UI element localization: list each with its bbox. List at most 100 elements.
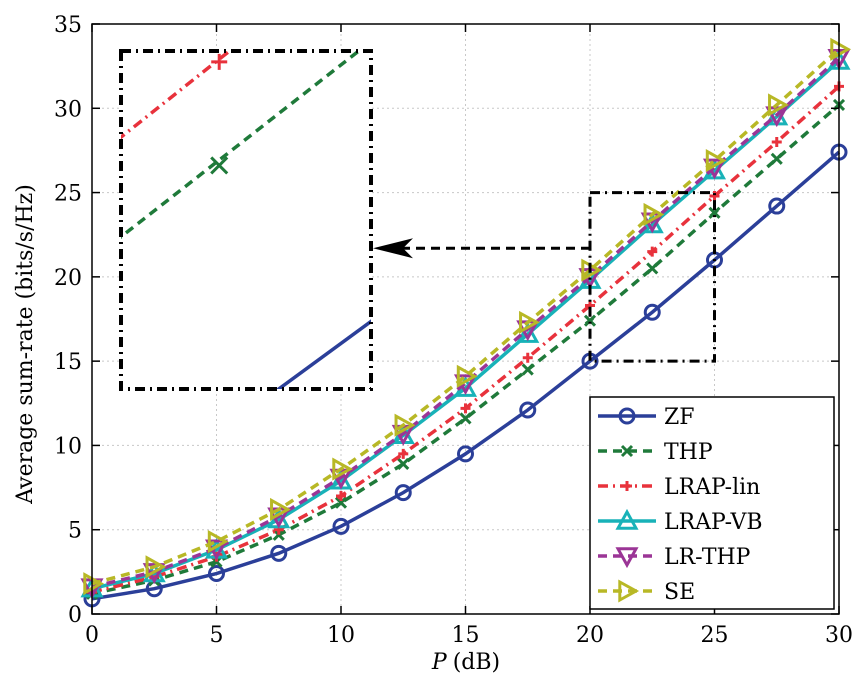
data-point	[460, 403, 471, 414]
series-lines	[80, 37, 852, 608]
x-tick-label: 10	[327, 623, 355, 648]
data-point	[332, 517, 350, 535]
data-point	[583, 314, 597, 327]
zoom-arrow-head	[373, 238, 413, 259]
y-axis-label: Average sum-rate (bits/s/Hz)	[13, 184, 38, 505]
inset-point	[434, 0, 450, 4]
inset-point	[0, 228, 4, 244]
legend-label: SE	[664, 580, 695, 605]
data-point	[765, 106, 789, 128]
legend-label: LRAP-lin	[664, 475, 760, 500]
legend-label: LR-THP	[664, 545, 751, 570]
y-tick-label: 15	[54, 350, 82, 375]
data-point	[643, 303, 661, 321]
data-point	[830, 37, 852, 61]
legend-entry-thp: THP	[598, 440, 713, 465]
y-tick-label: 35	[54, 13, 82, 38]
data-point	[83, 572, 105, 596]
x-tick-label: 25	[701, 623, 729, 648]
inset-point	[0, 585, 7, 607]
inset-point	[0, 326, 4, 342]
data-point	[270, 497, 291, 522]
legend-entry-lrap-vb: LRAP-VB	[598, 508, 763, 535]
data-point	[398, 448, 409, 459]
data-point	[522, 352, 533, 363]
legend-entry-se: SE	[598, 579, 695, 605]
data-point	[394, 413, 416, 437]
inset-background	[121, 51, 371, 389]
data-point	[709, 190, 720, 201]
data-point	[771, 137, 782, 147]
y-tick-label: 25	[54, 182, 82, 207]
inset-series-thp	[0, 0, 450, 342]
legend-entry-lr-thp: LR-THP	[598, 545, 751, 570]
data-point	[519, 310, 540, 334]
data-point	[272, 528, 285, 541]
legend-box	[589, 396, 835, 610]
y-tick-label: 30	[54, 97, 82, 122]
legend-marker	[622, 481, 632, 491]
legend-entry-zf: ZF	[598, 405, 695, 430]
data-point	[334, 496, 348, 509]
x-tick-label: 15	[452, 623, 480, 648]
x-tick-label: 20	[576, 623, 604, 648]
x-axis-variable: P	[431, 650, 448, 675]
legend-label: LRAP-VB	[664, 510, 763, 535]
data-point	[768, 197, 786, 215]
data-point	[521, 363, 534, 376]
data-point	[708, 206, 721, 219]
data-point	[459, 412, 472, 425]
legend-marker	[615, 547, 639, 569]
data-point	[457, 445, 474, 463]
inset-point	[0, 0, 10, 22]
legend-marker	[618, 407, 636, 425]
legend-marker	[618, 579, 640, 603]
series-line	[91, 59, 841, 591]
data-point	[332, 457, 354, 481]
inset-point	[210, 156, 229, 175]
data-point	[336, 491, 346, 501]
data-point	[770, 152, 783, 165]
inset-line	[0, 0, 859, 7]
y-tick-label: 0	[68, 603, 82, 628]
inset-point	[0, 58, 10, 84]
data-point	[647, 246, 658, 257]
legend-label: ZF	[664, 405, 695, 430]
legend-entry-lrap-lin: LRAP-lin	[598, 475, 760, 500]
data-point	[516, 322, 540, 343]
axes: 0 5 10 15 20 25 30 0 5 10 15 20 25 30 35	[54, 13, 853, 648]
x-tick-label: 5	[210, 623, 224, 648]
y-tick-label: 5	[68, 519, 82, 544]
x-axis-label: P (dB)	[431, 650, 500, 675]
data-point	[705, 148, 727, 173]
legend-label: THP	[664, 440, 713, 465]
legend: ZF THP LRAP-lin LRAP-VB LR-THP SE	[589, 396, 835, 610]
y-tick-label: 10	[54, 434, 82, 459]
zoom-inset	[0, 0, 859, 607]
data-point	[397, 457, 410, 471]
zoom-region-box	[588, 191, 716, 363]
data-point	[145, 555, 167, 579]
inset-point	[211, 53, 228, 70]
inset-frame	[119, 49, 373, 391]
data-point	[643, 202, 665, 227]
x-tick-label: 30	[825, 623, 853, 648]
y-tick-label: 20	[54, 266, 82, 291]
inset-series-se	[0, 0, 859, 22]
inset-point	[431, 269, 453, 291]
data-point	[456, 364, 478, 388]
inset-series	[0, 0, 859, 607]
inset-point	[0, 39, 10, 65]
x-axis-unit: (dB)	[453, 650, 500, 675]
series-se	[83, 37, 852, 596]
data-point	[270, 544, 288, 562]
x-tick-label: 0	[85, 623, 99, 648]
data-point	[208, 565, 225, 583]
data-point	[768, 93, 789, 117]
inset-series-lrap-lin	[0, 51, 233, 244]
legend-marker	[620, 444, 634, 458]
data-point	[519, 401, 537, 419]
data-point	[646, 262, 659, 275]
